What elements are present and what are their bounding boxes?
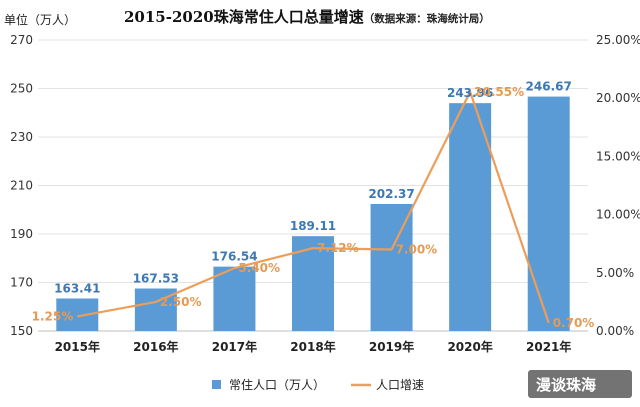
left-axis-tick-label: 150 [10,324,33,338]
legend-label-growth: 人口增速 [376,378,424,392]
left-axis-tick-label: 190 [10,227,33,241]
right-axis-tick-label: 0.00% [596,324,634,338]
chart-title: 2015-2020珠海常住人口总量增速（数据来源：珠海统计局） [124,8,490,26]
line-data-label: 5.40% [238,261,280,275]
bar [213,266,256,331]
right-axis-tick-label: 15.00% [596,149,640,163]
left-axis-tick-label: 210 [10,179,33,193]
line-data-label: 7.00% [396,243,438,257]
bar-data-label: 243.96 [447,86,493,100]
legend: 常住人口（万人） 人口增速 [212,378,424,392]
line-data-label: 7.12% [317,241,359,255]
category-label: 2017年 [212,339,257,354]
watermark: 漫谈珠海 [528,370,632,398]
watermark-background [528,370,632,398]
left-axis-tick-label: 230 [10,130,33,144]
category-axis-labels: 2015年 2016年 2017年 2018年 2019年 2020年 2021年 [55,339,572,354]
bar-data-label: 246.67 [526,80,572,94]
right-axis-tick-label: 5.00% [596,266,634,280]
line-data-label: 2.50% [160,295,202,309]
right-axis-tick-label: 25.00% [596,33,640,47]
left-axis-ticks: 150 170 190 210 230 250 270 [10,33,33,338]
line-data-label: 1.25% [32,309,74,323]
chart-title-main: 2015-2020珠海常住人口总量增速 [124,8,364,26]
left-axis-tick-label: 250 [10,82,33,96]
right-axis-ticks: 0.00% 5.00% 10.00% 15.00% 20.00% 25.00% [596,33,640,338]
chart-subtitle: （数据来源：珠海统计局） [364,12,490,25]
legend-label-population: 常住人口（万人） [229,378,325,392]
bar [527,96,570,331]
bar-data-labels: 163.41 167.53 176.54 189.11 202.37 243.96 246.… [54,80,572,296]
gridlines [38,39,588,332]
bar-series [56,96,570,331]
bar [449,103,492,331]
right-axis-tick-label: 10.00% [596,208,640,222]
watermark-text: 漫谈珠海 [536,376,596,394]
line-series [77,90,550,324]
bar-data-label: 163.41 [54,281,100,295]
category-label: 2015年 [55,339,100,354]
left-axis-tick-label: 170 [10,276,33,290]
bar-data-label: 202.37 [368,187,414,201]
growth-line [77,90,550,324]
category-label: 2021年 [526,339,571,354]
bar-data-label: 189.11 [290,219,336,233]
bar [370,204,413,331]
right-axis-tick-label: 20.00% [596,91,640,105]
left-axis-unit: 单位（万人） [4,12,76,27]
category-label: 2020年 [447,339,492,354]
bar-data-label: 176.54 [211,250,257,264]
bar-data-label: 167.53 [133,271,179,285]
left-axis-tick-label: 270 [10,33,33,47]
category-label: 2016年 [133,339,178,354]
line-data-label: 20.55% [474,85,524,99]
line-data-labels: 1.25% 2.50% 5.40% 7.12% 7.00% 20.55% 0.70% [32,85,595,330]
category-label: 2018年 [290,339,335,354]
category-label: 2019年 [369,339,414,354]
legend-swatch-population [212,380,221,389]
line-data-label: 0.70% [553,316,595,330]
